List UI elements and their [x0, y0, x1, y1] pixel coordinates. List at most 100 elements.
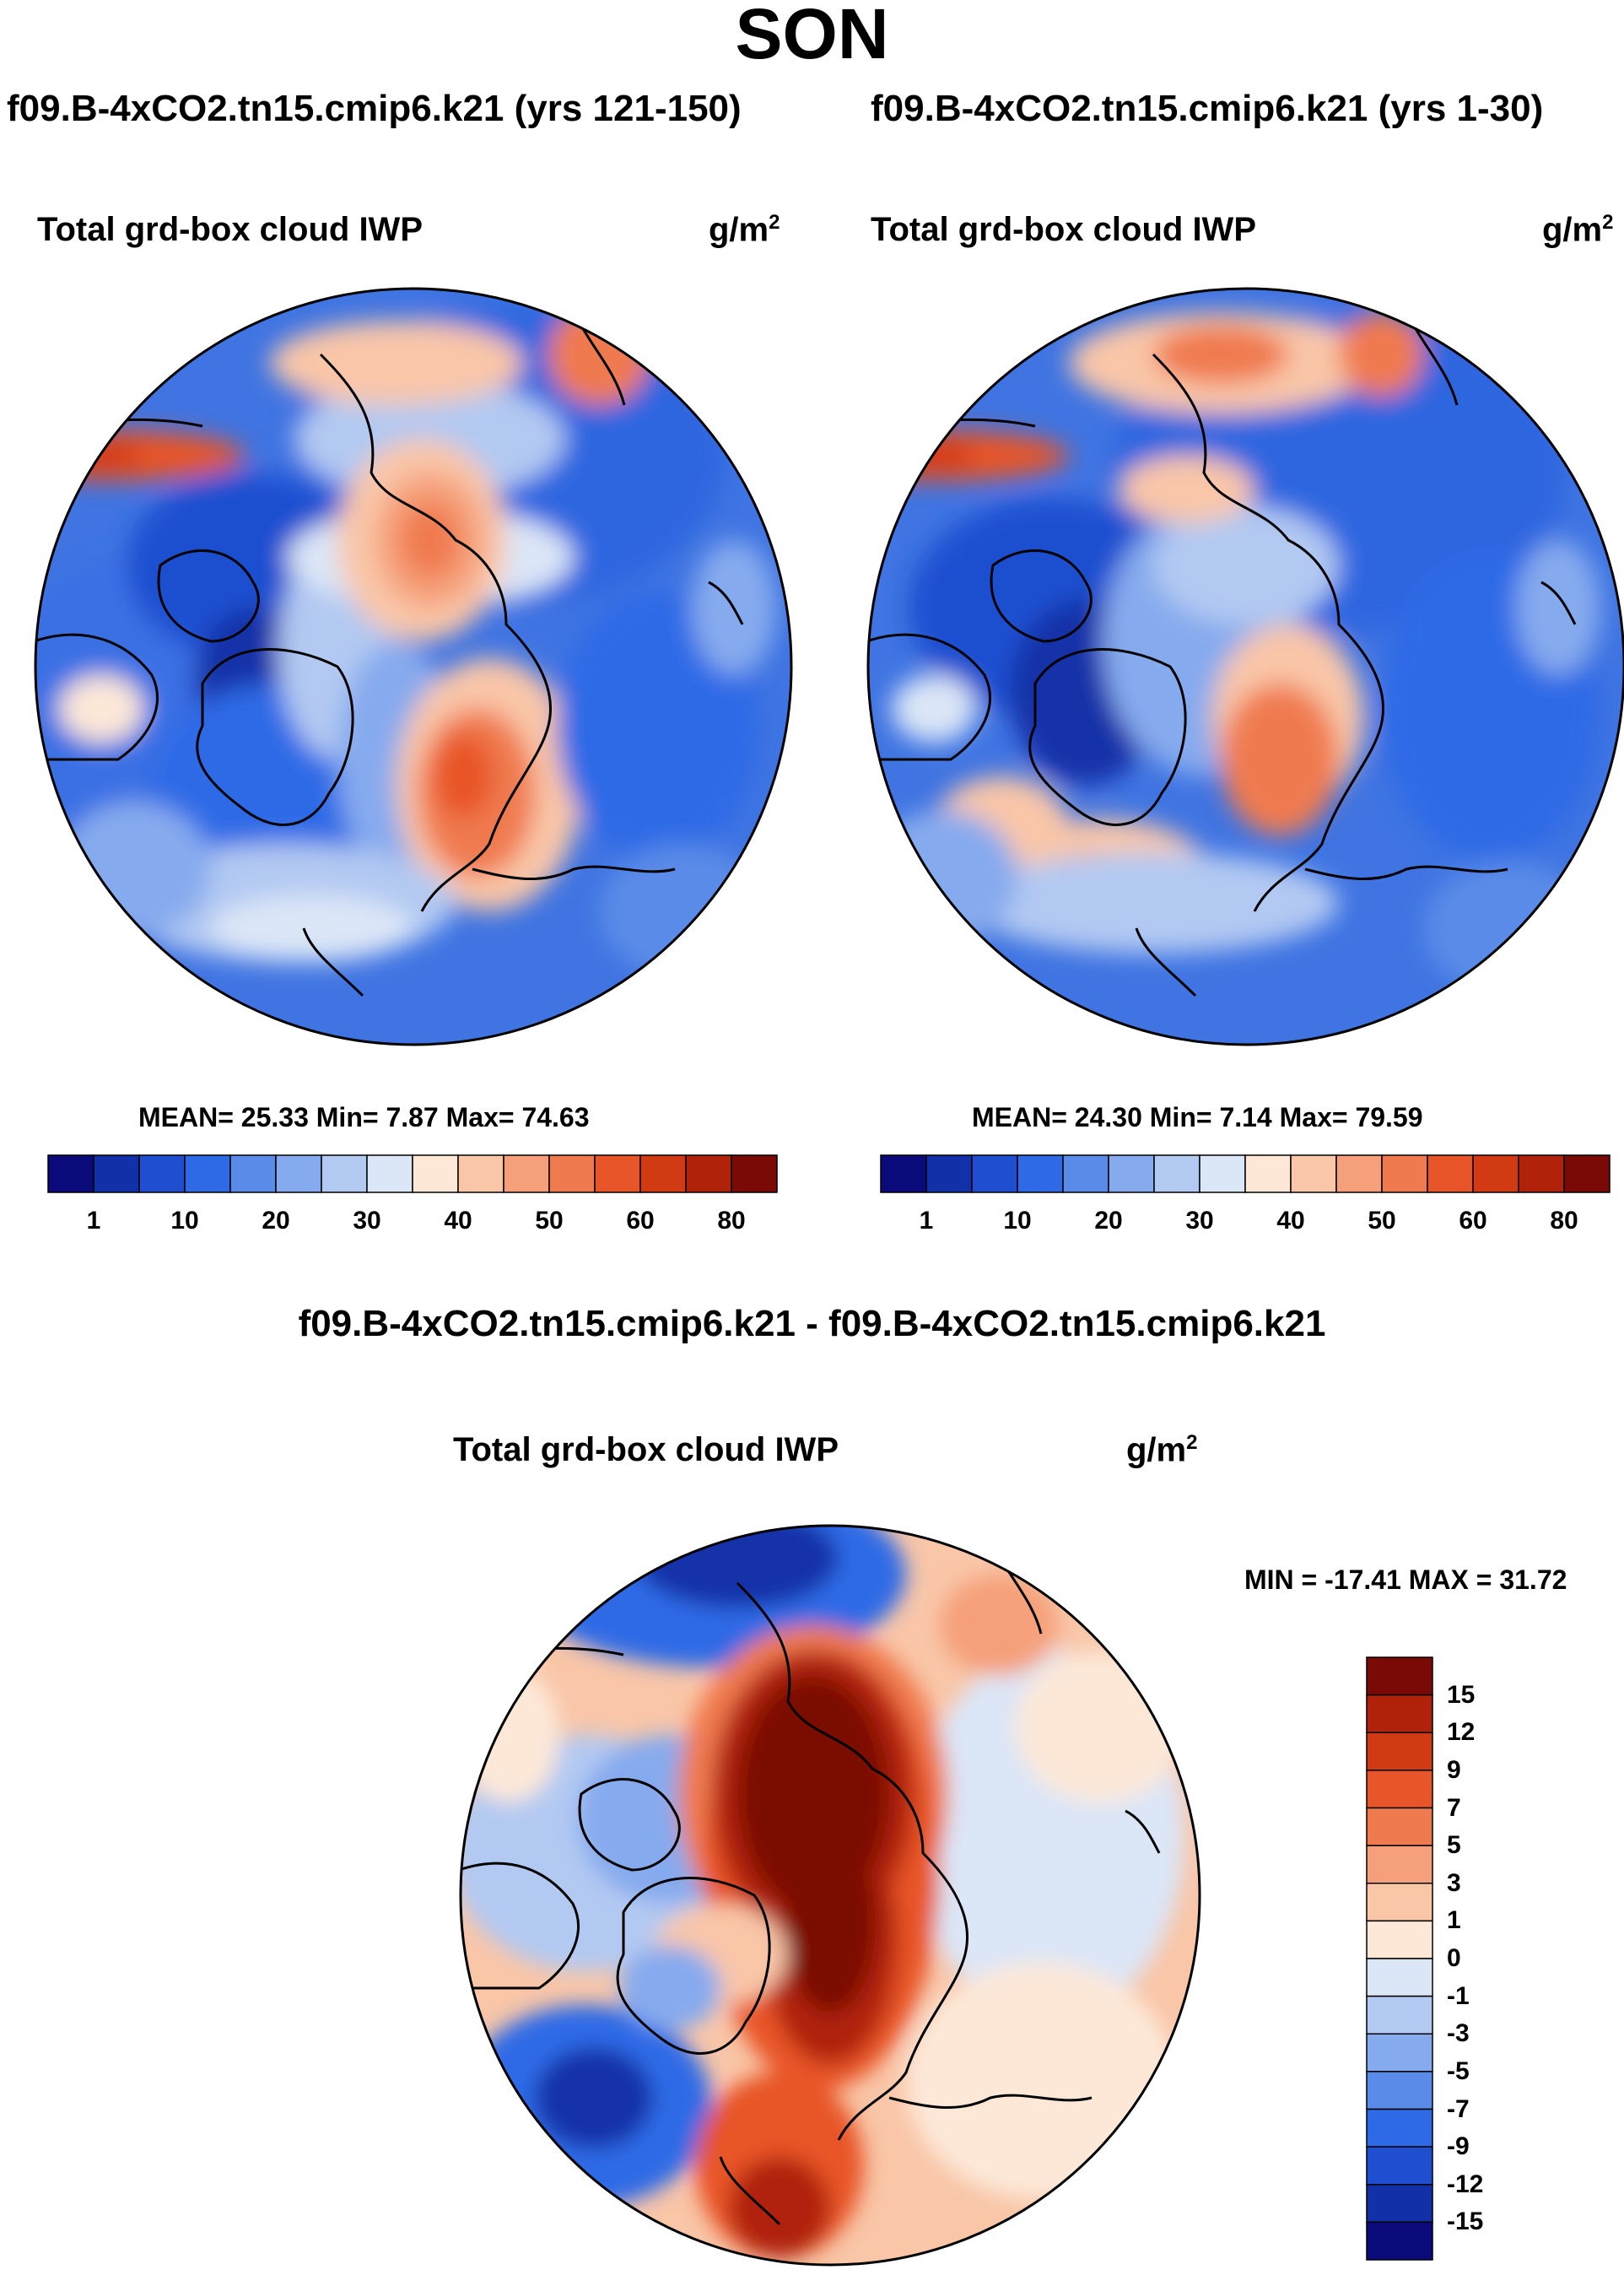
colorbar-tick-label: 30: [353, 1207, 381, 1235]
colorbar-box: [1153, 1154, 1200, 1193]
colorbar-tick-label: 10: [170, 1207, 199, 1235]
colorbar-tick-label: 3: [1447, 1868, 1461, 1897]
colorbar-tick-label: -1: [1447, 1981, 1470, 2010]
colorbar-box: [1199, 1154, 1246, 1193]
panel1-polar-map: [34, 287, 793, 1046]
colorbar-tick-label: 60: [1459, 1207, 1487, 1235]
panel2-variable-label: Total grd-box cloud IWP: [871, 211, 1256, 248]
colorbar-box: [1366, 2184, 1433, 2224]
panel1-case-title: f09.B-4xCO2.tn15.cmip6.k21 (yrs 121-150): [7, 88, 742, 129]
colorbar-box: [93, 1154, 140, 1193]
colorbar-box: [321, 1154, 368, 1193]
colorbar-tick-label: -9: [1447, 2132, 1470, 2161]
diff-polar-map: [459, 1524, 1201, 2267]
panel1-stats: MEAN= 25.33 Min= 7.87 Max= 74.63: [138, 1102, 590, 1132]
colorbar-box: [685, 1154, 732, 1193]
colorbar-box: [412, 1154, 459, 1193]
colorbar-box: [1108, 1154, 1155, 1193]
colorbar-tick-label: 9: [1447, 1755, 1461, 1784]
colorbar-box: [639, 1154, 687, 1193]
colorbar-tick-label: -5: [1447, 2056, 1470, 2085]
colorbar-box: [1366, 2221, 1433, 2261]
colorbar-tick-label: -15: [1447, 2207, 1484, 2236]
diff-unit-label: g/m2: [1126, 1431, 1198, 1469]
colorbar-tick-label: 12: [1447, 1718, 1476, 1747]
panel2-colorbar: [880, 1154, 1611, 1193]
colorbar-box: [925, 1154, 973, 1193]
panel1-unit-label: g/m2: [709, 211, 780, 249]
colorbar-box: [457, 1154, 504, 1193]
colorbar-tick-label: 0: [1447, 1944, 1461, 1972]
colorbar-tick-label: -7: [1447, 2094, 1470, 2123]
colorbar-box: [1366, 1958, 1433, 1997]
colorbar-box: [503, 1154, 550, 1193]
colorbar-box: [1518, 1154, 1565, 1193]
colorbar-box: [1366, 2033, 1433, 2072]
figure-title: SON: [735, 0, 889, 73]
colorbar-box: [1427, 1154, 1474, 1193]
panel2-unit-label: g/m2: [1542, 211, 1614, 249]
colorbar-box: [47, 1154, 94, 1193]
colorbar-box: [1017, 1154, 1064, 1193]
colorbar-box: [1335, 1154, 1383, 1193]
colorbar-box: [1366, 2071, 1433, 2110]
diff-minmax: MIN = -17.41 MAX = 31.72: [1244, 1564, 1567, 1595]
colorbar-box: [880, 1154, 927, 1193]
diff-colorbar: [1366, 1656, 1433, 2261]
colorbar-tick-label: 15: [1447, 1680, 1476, 1709]
colorbar-tick-label: 1: [1447, 1906, 1461, 1935]
colorbar-box: [1366, 1656, 1433, 1696]
colorbar-tick-label: -12: [1447, 2170, 1484, 2198]
panel2-case-title: f09.B-4xCO2.tn15.cmip6.k21 (yrs 1-30): [871, 88, 1544, 129]
colorbar-box: [184, 1154, 231, 1193]
colorbar-box: [1244, 1154, 1292, 1193]
panel1-field: [35, 289, 791, 1045]
colorbar-box: [548, 1154, 596, 1193]
colorbar-tick-label: 20: [1094, 1207, 1123, 1235]
colorbar-box: [1472, 1154, 1519, 1193]
colorbar-tick-label: 40: [444, 1207, 472, 1235]
colorbar-box: [594, 1154, 641, 1193]
colorbar-box: [229, 1154, 277, 1193]
colorbar-tick-label: -3: [1447, 2019, 1470, 2048]
colorbar-box: [1366, 1883, 1433, 1922]
colorbar-box: [1563, 1154, 1611, 1193]
colorbar-box: [731, 1154, 778, 1193]
colorbar-box: [275, 1154, 322, 1193]
colorbar-tick-label: 30: [1185, 1207, 1214, 1235]
colorbar-box: [1366, 1732, 1433, 1771]
diff-title: f09.B-4xCO2.tn15.cmip6.k21 - f09.B-4xCO2…: [298, 1303, 1326, 1344]
colorbar-tick-label: 80: [717, 1207, 746, 1235]
colorbar-tick-label: 10: [1003, 1207, 1032, 1235]
panel2-stats: MEAN= 24.30 Min= 7.14 Max= 79.59: [972, 1102, 1423, 1132]
colorbar-box: [1366, 2146, 1433, 2186]
colorbar-box: [1366, 1845, 1433, 1884]
colorbar-box: [366, 1154, 413, 1193]
diff-field: [461, 1526, 1200, 2265]
panel2-polar-map: [866, 287, 1624, 1046]
colorbar-tick-label: 7: [1447, 1793, 1461, 1822]
colorbar-tick-label: 1: [86, 1207, 101, 1235]
colorbar-tick-label: 80: [1550, 1207, 1578, 1235]
colorbar-tick-label: 50: [1368, 1207, 1396, 1235]
colorbar-box: [1366, 1920, 1433, 1959]
panel2-field: [868, 289, 1624, 1045]
colorbar-tick-label: 60: [626, 1207, 655, 1235]
colorbar-tick-label: 20: [262, 1207, 290, 1235]
colorbar-box: [1062, 1154, 1109, 1193]
colorbar-tick-label: 40: [1276, 1207, 1305, 1235]
colorbar-box: [1366, 1770, 1433, 1809]
colorbar-tick-label: 5: [1447, 1831, 1461, 1860]
colorbar-box: [1366, 1995, 1433, 2035]
colorbar-tick-label: 1: [919, 1207, 934, 1235]
colorbar-box: [1366, 1694, 1433, 1733]
diff-variable-label: Total grd-box cloud IWP: [453, 1431, 839, 1468]
colorbar-box: [1366, 1807, 1433, 1846]
colorbar-box: [1290, 1154, 1337, 1193]
colorbar-box: [971, 1154, 1018, 1193]
panel1-colorbar: [47, 1154, 778, 1193]
colorbar-box: [1381, 1154, 1428, 1193]
colorbar-box: [1366, 2108, 1433, 2148]
colorbar-tick-label: 50: [535, 1207, 564, 1235]
panel1-variable-label: Total grd-box cloud IWP: [37, 211, 423, 248]
